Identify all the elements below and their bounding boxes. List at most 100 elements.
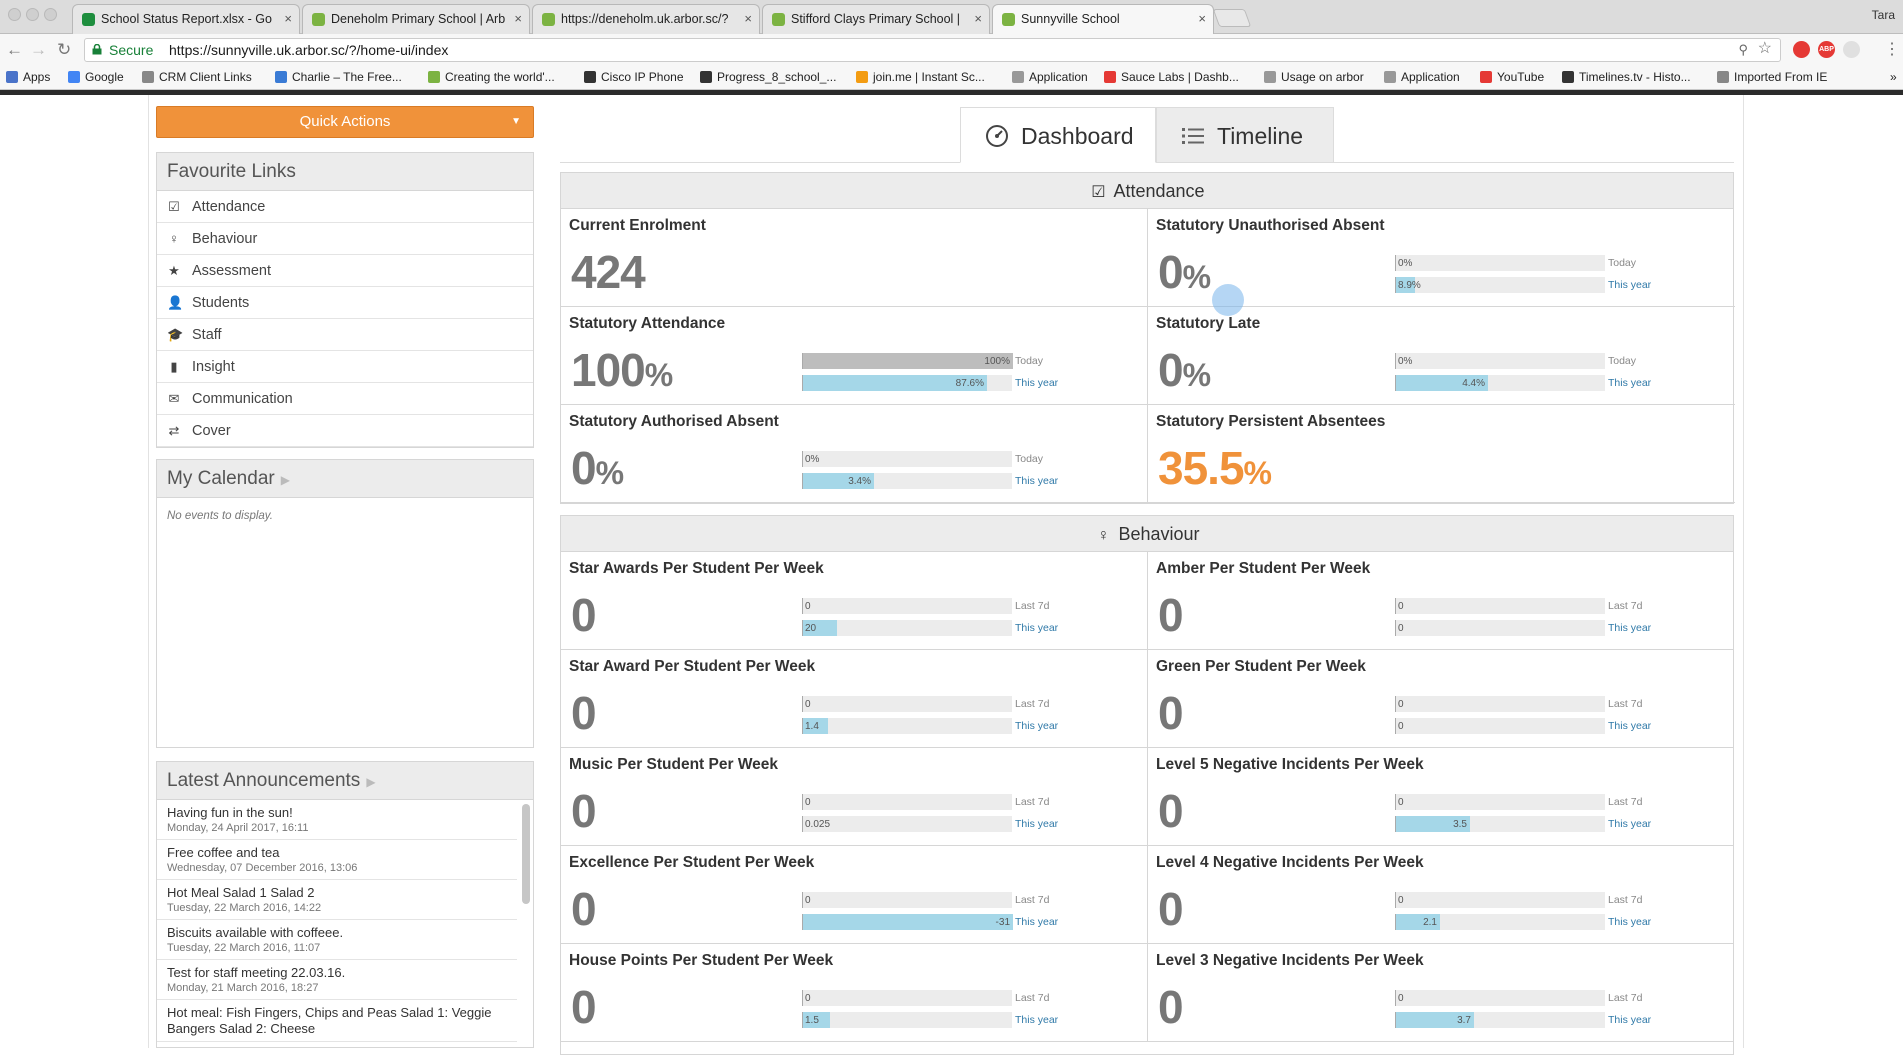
bookmark-item[interactable]: Creating the world'... <box>428 70 555 84</box>
announcements-scrollbar[interactable] <box>522 804 530 904</box>
attendance-metric-card[interactable]: Statutory Unauthorised Absent 0% 0% Today 8.… <box>1148 209 1735 307</box>
graduation-cap-icon: 🎓 <box>167 327 184 342</box>
bookmark-item[interactable]: Usage on arbor <box>1264 70 1364 84</box>
attendance-metric-card[interactable]: Current Enrolment 424 <box>561 209 1148 307</box>
bar-track <box>802 696 1012 712</box>
browser-tab[interactable]: Sunnyville School × <box>992 4 1214 35</box>
bar-value: 0 <box>1398 797 1404 808</box>
announcement-item[interactable]: Hot meal: Fish Fingers, Chips and Peas S… <box>157 1000 517 1042</box>
behaviour-metric-card[interactable]: Green Per Student Per Week 0 0 Last 7d 0 This… <box>1148 650 1733 748</box>
bookmark-favicon-icon <box>700 71 712 83</box>
metric-bars: 0 Last 7d 1.5 This year <box>802 990 1062 1034</box>
bar-track <box>802 794 1012 810</box>
tab-timeline[interactable]: Timeline <box>1156 107 1334 163</box>
attendance-metric-card[interactable]: Statutory Authorised Absent 0% 0% Today 3.4%… <box>561 405 1148 503</box>
announcement-item[interactable]: Having fun in the sun! Monday, 24 April 2… <box>157 800 517 840</box>
window-zoom-button[interactable] <box>44 8 57 21</box>
window-minimize-button[interactable] <box>26 8 39 21</box>
sidebar-item-communication[interactable]: ✉ Communication <box>157 383 533 415</box>
sidebar-item-staff[interactable]: 🎓 Staff <box>157 319 533 351</box>
my-calendar-header[interactable]: My Calendar ▶ <box>157 460 533 498</box>
new-tab-button[interactable] <box>1212 9 1252 27</box>
behaviour-metric-card[interactable]: House Points Per Student Per Week 0 0 Last … <box>561 944 1148 1042</box>
sidebar-item-behaviour[interactable]: ♀ Behaviour <box>157 223 533 255</box>
announcement-item[interactable]: Biscuits available with coffeee. Tuesday,… <box>157 920 517 960</box>
behaviour-metric-card[interactable]: Excellence Per Student Per Week 0 0 Last 7d… <box>561 846 1148 944</box>
close-icon[interactable]: × <box>514 11 522 26</box>
bookmark-item[interactable]: join.me | Instant Sc... <box>856 70 985 84</box>
bookmark-item[interactable]: YouTube <box>1480 70 1544 84</box>
bar-chart-icon: ▮ <box>170 359 178 374</box>
extension-grey-icon[interactable] <box>1843 41 1860 58</box>
quick-actions-button[interactable]: Quick Actions ▼ <box>156 106 534 138</box>
bookmark-item[interactable]: Sauce Labs | Dashb... <box>1104 70 1239 84</box>
announcement-item[interactable]: Hot Meal Salad 1 Salad 2 Tuesday, 22 Marc… <box>157 880 517 920</box>
extension-red-icon[interactable] <box>1793 41 1810 58</box>
tab-dashboard[interactable]: Dashboard <box>960 107 1156 163</box>
attendance-metric-card[interactable]: Statutory Late 0% 0% Today 4.4% This year <box>1148 307 1735 405</box>
behaviour-metric-card[interactable]: Level 5 Negative Incidents Per Week 0 0 Las… <box>1148 748 1733 846</box>
bar-fill <box>803 353 1013 369</box>
bookmark-label: Application <box>1029 70 1088 84</box>
back-icon[interactable]: ← <box>6 40 23 59</box>
behaviour-metric-card[interactable]: Level 4 Negative Incidents Per Week 0 0 Las… <box>1148 846 1733 944</box>
forward-icon[interactable]: → <box>30 40 47 59</box>
close-icon[interactable]: × <box>284 11 292 26</box>
attendance-metric-card[interactable]: Statutory Persistent Absentees 35.5% <box>1148 405 1735 503</box>
window-close-button[interactable] <box>8 8 21 21</box>
adblock-icon[interactable]: ABP <box>1818 41 1835 58</box>
browser-toolbar: ← → ↻ Secure https://sunnyville.uk.arbor… <box>0 34 1903 66</box>
attendance-metric-card[interactable]: Statutory Attendance 100% 100% Today 87.6% Th… <box>561 307 1148 405</box>
bookmark-star-icon[interactable]: ☆ <box>1757 40 1772 57</box>
attendance-section-title: Attendance <box>1113 181 1205 201</box>
browser-tab[interactable]: Deneholm Primary School | Arb × <box>302 4 530 34</box>
sidebar-item-label: Attendance <box>192 199 266 215</box>
latest-announcements-header[interactable]: Latest Announcements ▶ <box>157 762 533 800</box>
browser-menu-icon[interactable]: ⋮ <box>1884 41 1900 58</box>
sidebar-item-cover[interactable]: ⇄ Cover <box>157 415 533 447</box>
metric-unit: % <box>1182 259 1211 295</box>
sidebar-item-students[interactable]: 👤 Students <box>157 287 533 319</box>
browser-tab[interactable]: https://deneholm.uk.arbor.sc/? × <box>532 4 760 34</box>
bookmark-item[interactable]: Progress_8_school_... <box>700 70 836 84</box>
bookmark-item[interactable]: Timelines.tv - Histo... <box>1562 70 1691 84</box>
key-icon[interactable]: ⚲ <box>1738 42 1748 57</box>
browser-tab[interactable]: School Status Report.xlsx - Go × <box>72 4 300 34</box>
address-bar[interactable]: Secure https://sunnyville.uk.arbor.sc/?/… <box>84 38 1781 62</box>
bookmark-item[interactable]: Google <box>68 70 124 84</box>
bookmark-item[interactable]: Cisco IP Phone <box>584 70 684 84</box>
behaviour-metric-card[interactable]: Star Awards Per Student Per Week 0 0 Last 7… <box>561 552 1148 650</box>
bar-track <box>1395 598 1605 614</box>
url-text[interactable]: https://sunnyville.uk.arbor.sc/?/home-ui… <box>169 42 449 58</box>
metric-title: Statutory Authorised Absent <box>569 413 779 430</box>
announcement-item[interactable]: Free coffee and tea Wednesday, 07 Decembe… <box>157 840 517 880</box>
profile-name[interactable]: Tara <box>1871 8 1895 22</box>
behaviour-metric-card[interactable]: Level 3 Negative Incidents Per Week 0 0 Las… <box>1148 944 1733 1042</box>
behaviour-metric-card[interactable]: Amber Per Student Per Week 0 0 Last 7d 0 This… <box>1148 552 1733 650</box>
close-icon[interactable]: × <box>744 11 752 26</box>
star-icon: ★ <box>168 263 180 278</box>
metric-bar: 0 This year <box>1395 718 1655 735</box>
sidebar-item-attendance[interactable]: ☑ Attendance <box>157 191 533 223</box>
latest-announcements-title: Latest Announcements <box>167 770 361 791</box>
sidebar-item-insight[interactable]: ▮ Insight <box>157 351 533 383</box>
close-icon[interactable]: × <box>1198 11 1206 26</box>
bookmark-item[interactable]: Application <box>1384 70 1460 84</box>
close-icon[interactable]: × <box>974 11 982 26</box>
bookmark-item[interactable]: Charlie – The Free... <box>275 70 402 84</box>
reload-icon[interactable]: ↻ <box>57 40 72 59</box>
metric-number: 0 <box>571 785 597 837</box>
announcement-date: Tuesday, 22 March 2016, 14:22 <box>167 902 322 914</box>
browser-tab[interactable]: Stifford Clays Primary School | × <box>762 4 990 34</box>
bookmark-item[interactable]: Apps <box>6 70 50 84</box>
bookmark-item[interactable]: CRM Client Links <box>142 70 252 84</box>
behaviour-metric-card[interactable]: Music Per Student Per Week 0 0 Last 7d 0.025… <box>561 748 1148 846</box>
behaviour-metric-card[interactable]: Star Award Per Student Per Week 0 0 Last 7d… <box>561 650 1148 748</box>
sidebar-item-assessment[interactable]: ★ Assessment <box>157 255 533 287</box>
bookmark-item[interactable]: Application <box>1012 70 1088 84</box>
announcement-item[interactable]: Test for staff meeting 22.03.16. Monday, … <box>157 960 517 1000</box>
metric-number: 0 <box>1158 246 1184 298</box>
bookmarks-overflow-icon[interactable]: » <box>1890 70 1897 84</box>
bookmark-item[interactable]: Imported From IE <box>1717 70 1827 84</box>
bar-value: 8.9% <box>1398 280 1421 291</box>
